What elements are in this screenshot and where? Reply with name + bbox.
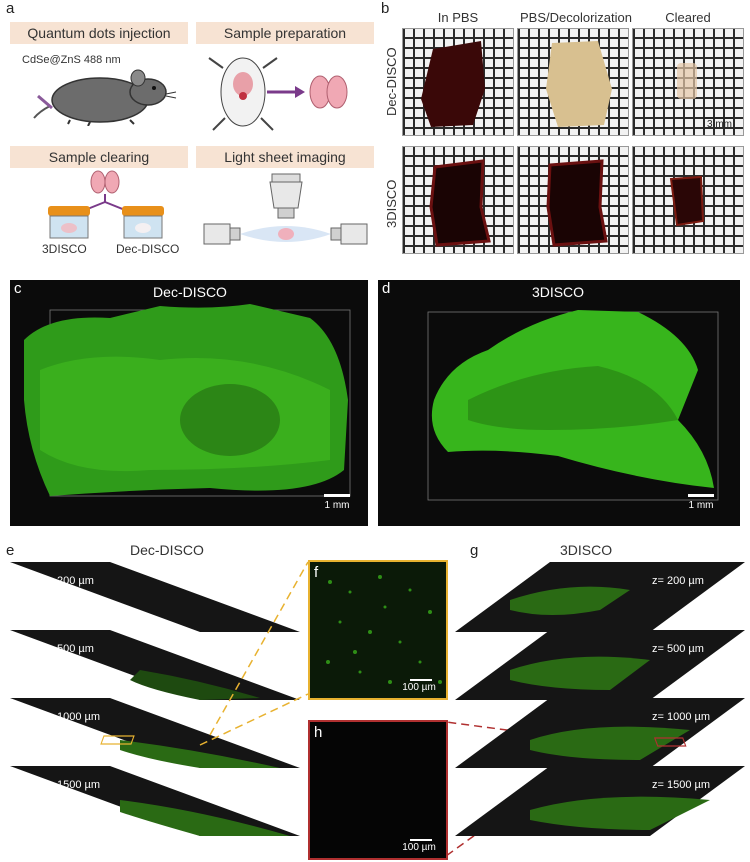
row-3disco: 3DISCO (384, 179, 399, 228)
panel-f-image: f 100 µm (308, 560, 448, 700)
panel-h-letter: h (314, 724, 323, 741)
col-in-pbs: In PBS (437, 10, 479, 25)
panel-d-scale-bar (688, 494, 714, 497)
panel-e-title: Dec-DISCO (130, 542, 204, 558)
light-sheet-illustration (203, 173, 368, 245)
mouse-illustration (33, 69, 177, 126)
panel-g-z1500: z= 1500 µm (652, 779, 711, 791)
row-dec-disco: Dec-DISCO (384, 47, 399, 116)
photo-dec-in-pbs (402, 28, 514, 136)
panel-d-image: d 3DISCO 1 mm (378, 280, 740, 526)
panel-e-z1000: z= 1000 µm (42, 711, 101, 723)
scale-3mm: 3 mm (707, 119, 732, 130)
panel-e-z1500: z= 1500 µm (42, 779, 101, 791)
panel-e-z500: z= 500 µm (42, 643, 94, 655)
sample-clearing-illustration (48, 170, 164, 239)
photo-dec-decolorized (517, 28, 629, 136)
panel-d-title: 3DISCO (531, 284, 585, 300)
photo-3disco-decolorized (517, 146, 629, 254)
col-decolorization: PBS/Decolorization (520, 10, 632, 25)
panel-g-letter: g (470, 542, 479, 559)
col-cleared: Cleared (665, 10, 711, 25)
panel-c-image: c Dec-DISCO 1 mm (10, 280, 368, 526)
photo-3disco-in-pbs (402, 146, 514, 254)
sample-preparation-illustration (208, 57, 348, 131)
panel-f-letter: f (314, 564, 319, 581)
step-clearing-title: Sample clearing (10, 146, 188, 168)
jar-dec-disco-label: Dec-DISCO (116, 242, 180, 256)
jar-3disco-label: 3DISCO (42, 242, 87, 256)
panel-d-letter: d (382, 280, 391, 297)
panel-e-letter: e (6, 542, 15, 559)
photo-3disco-cleared (632, 146, 744, 254)
panel-h-scale-bar (410, 839, 432, 841)
panel-g-stack (455, 562, 745, 836)
step-imaging-title: Light sheet imaging (196, 146, 374, 168)
panel-e-stack (10, 562, 300, 836)
panel-a-letter: a (6, 0, 15, 17)
panel-h-scale-text: 100 µm (402, 842, 436, 853)
panel-c-scale-bar (324, 494, 350, 497)
panel-b-letter: b (381, 0, 390, 17)
quantum-dot-label: CdSe@ZnS 488 nm (22, 54, 121, 66)
step-preparation-title: Sample preparation (196, 22, 374, 44)
panel-c-letter: c (14, 280, 22, 297)
panel-g-title: 3DISCO (560, 542, 613, 558)
panel-c-title: Dec-DISCO (153, 284, 227, 300)
panel-g-z500: z= 500 µm (652, 643, 704, 655)
panel-f-scale-bar (410, 679, 432, 681)
panel-e-z200: z= 200 µm (42, 575, 94, 587)
step-injection-title: Quantum dots injection (10, 22, 188, 44)
panel-g-z200: z= 200 µm (652, 575, 704, 587)
panel-f-scale-text: 100 µm (402, 682, 436, 693)
photo-dec-cleared: 3 mm (632, 28, 744, 136)
panel-c-scale-text: 1 mm (324, 500, 350, 511)
panel-d-scale-text: 1 mm (688, 500, 714, 511)
panel-h-image: h 100 µm (308, 720, 448, 860)
panel-g-z1000: z= 1000 µm (652, 711, 711, 723)
